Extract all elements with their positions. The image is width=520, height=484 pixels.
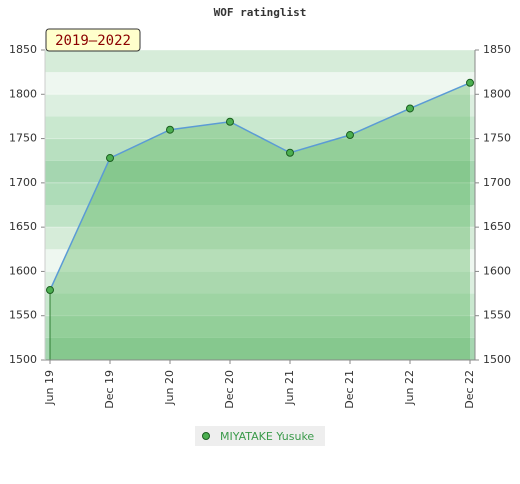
background-stripe — [45, 116, 475, 139]
background-stripe — [45, 337, 475, 360]
point — [226, 117, 234, 126]
background-stripe — [45, 160, 475, 183]
y2-tick-label: 1800 — [483, 87, 511, 100]
point — [346, 131, 354, 140]
x-tick-label: Jun 20 — [163, 370, 176, 406]
point — [466, 78, 474, 87]
point — [406, 104, 414, 113]
y2-tick-label: 1600 — [483, 264, 511, 277]
y2-tick-label: 1750 — [483, 132, 511, 145]
chart-title: WOF ratinglist — [214, 6, 307, 19]
x-tick-label: Jun 19 — [43, 370, 56, 406]
y-tick-label: 1700 — [9, 176, 37, 189]
x-tick-label: Jun 21 — [283, 370, 296, 406]
point — [286, 148, 294, 157]
background-stripe — [45, 293, 475, 316]
background-stripe — [45, 205, 475, 228]
background-stripe — [45, 72, 475, 95]
background-stripe — [45, 182, 475, 205]
annotation-box — [45, 28, 141, 52]
legend-label: MIYATAKE Yusuke — [220, 430, 314, 443]
x-tick-label: Jun 22 — [403, 370, 416, 406]
line — [49, 82, 471, 291]
point — [106, 154, 114, 163]
y-tick-label: 1750 — [9, 132, 37, 145]
x-tick-label: Dec 22 — [463, 370, 476, 409]
y-tick-label: 1500 — [9, 353, 37, 366]
y2-tick-label: 1850 — [483, 43, 511, 56]
background-stripe — [45, 50, 475, 73]
y2-tick-label: 1700 — [483, 176, 511, 189]
area — [50, 82, 470, 361]
legend-marker — [202, 432, 210, 440]
y-tick-label: 1600 — [9, 264, 37, 277]
annotation: 2019–2022 — [45, 28, 141, 52]
y2-tick-label: 1550 — [483, 309, 511, 322]
y-tick-label: 1650 — [9, 220, 37, 233]
legend-box — [195, 426, 325, 446]
background-stripe — [45, 249, 475, 272]
annotation-text: 2019–2022 — [55, 33, 131, 49]
y2-tick-label: 1650 — [483, 220, 511, 233]
background-stripe — [45, 138, 475, 161]
x-tick-label: Dec 21 — [343, 370, 356, 409]
plot-area: 1500 1500 1550 1550 1600 1600 1650 1650 1700 1700… — [9, 43, 511, 409]
y-tick-label: 1850 — [9, 43, 37, 56]
y-tick-label: 1550 — [9, 309, 37, 322]
background-stripe — [45, 271, 475, 294]
x-tick-label: Dec 20 — [223, 370, 236, 409]
point — [46, 286, 54, 295]
background-stripe — [45, 227, 475, 250]
background-stripe — [45, 94, 475, 117]
point — [166, 125, 174, 134]
background-stripe — [45, 315, 475, 338]
x-tick-label: Dec 19 — [103, 370, 116, 409]
y-tick-label: 1800 — [9, 87, 37, 100]
y2-tick-label: 1500 — [483, 353, 511, 366]
